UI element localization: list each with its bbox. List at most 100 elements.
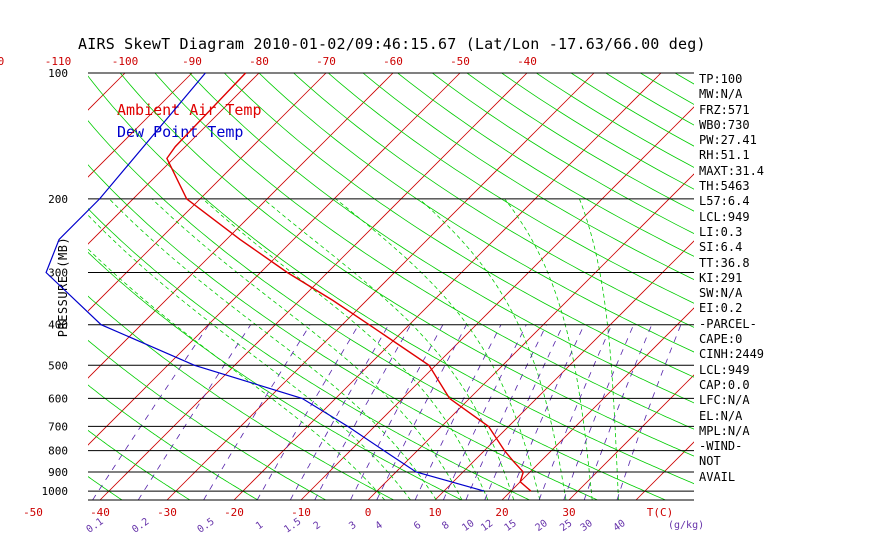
- mixing-ratio-line: [538, 324, 613, 500]
- dry-adiabat-line: [814, 73, 870, 500]
- legend-dew-point-temp: Dew Point Temp: [117, 123, 244, 141]
- pressure-tick-label: 400: [48, 319, 68, 332]
- top-temp-tick-label: -90: [182, 55, 202, 68]
- dry-adiabat-line: [745, 73, 870, 500]
- bottom-temp-tick-label: 20: [495, 506, 508, 519]
- stat-line: -PARCEL-: [699, 316, 757, 331]
- mixing-ratio-line: [465, 324, 547, 500]
- stat-line: LFC:N/A: [699, 393, 750, 408]
- isotherm-line: [88, 73, 394, 379]
- mixing-ratio-line: [314, 324, 412, 500]
- pressure-tick-label: 700: [48, 420, 68, 433]
- mixing-ratio-label: 3: [347, 520, 358, 532]
- mixing-ratio-label: 0.2: [130, 516, 151, 535]
- dry-adiabat-line: [605, 73, 694, 126]
- dry-adiabat-line: [466, 73, 694, 212]
- mixing-ratio-label: 0.1: [85, 516, 106, 535]
- pressure-tick-label: 300: [48, 267, 68, 280]
- dry-adiabat-line: [88, 295, 394, 500]
- stat-line: LCL:949: [699, 362, 750, 377]
- bottom-temp-tick-label: -30: [157, 506, 177, 519]
- mixing-ratio-label: 15: [503, 518, 519, 534]
- isotherm-line: [88, 73, 126, 111]
- dry-adiabat-line: [258, 73, 694, 353]
- stat-line: MAXT:31.4: [699, 163, 765, 178]
- mixing-ratio-label: 1.5: [282, 516, 303, 535]
- pressure-tick-label: 500: [48, 359, 68, 372]
- dew-point-temp-profile: [45, 72, 485, 492]
- top-temp-tick-label: -60: [383, 55, 403, 68]
- stat-line: CAP:0.0: [699, 377, 750, 392]
- dry-adiabat-line: [779, 73, 870, 500]
- dry-adiabat-line: [501, 73, 694, 190]
- dry-adiabat-line: [570, 73, 694, 147]
- moist-adiabat-line: [202, 198, 489, 500]
- mixing-ratio-label: 2: [312, 520, 323, 532]
- isotherm-line: [0, 73, 58, 500]
- mixing-ratio-line: [442, 324, 527, 500]
- mixing-ratio-label: 20: [534, 518, 550, 534]
- mixing-ratio-line: [376, 324, 467, 500]
- moist-adiabat-line: [504, 198, 593, 500]
- moist-adiabat-line: [419, 198, 567, 500]
- mixing-ratio-line: [289, 324, 390, 500]
- moist-adiabat-line: [263, 198, 515, 500]
- pressure-tick-label: 900: [48, 466, 68, 479]
- isotherm-line: [166, 73, 595, 500]
- mixing-ratio-line: [414, 324, 502, 500]
- stat-line: L57:6.4: [699, 194, 750, 209]
- isotherm-line: [703, 73, 870, 500]
- isotherm-line: [88, 73, 193, 178]
- dry-adiabat-line: [88, 429, 191, 500]
- stat-line: EL:N/A: [699, 408, 743, 423]
- dry-adiabat-line: [154, 73, 694, 430]
- moist-adiabat-line: [335, 198, 541, 500]
- moist-adiabat-line: [151, 198, 463, 500]
- top-temp-tick-label: -100: [112, 55, 139, 68]
- mixing-ratio-line: [256, 324, 360, 500]
- dry-adiabat-line: [88, 384, 259, 500]
- mixing-ratio-label: 40: [611, 518, 627, 534]
- ambient-air-temp-profile: [166, 72, 532, 492]
- top-temp-tick-label: -120: [0, 55, 4, 68]
- isotherm-line: [635, 441, 694, 500]
- dry-adiabat-line: [293, 73, 694, 328]
- moist-adiabat-line: [88, 248, 386, 500]
- dry-adiabat-line: [224, 73, 694, 378]
- pressure-tick-label: 600: [48, 392, 68, 405]
- bottom-temp-tick-label: -20: [224, 506, 244, 519]
- dry-adiabat-line: [88, 120, 666, 500]
- pressure-tick-label: 800: [48, 445, 68, 458]
- stat-line: SW:N/A: [699, 286, 743, 301]
- mixing-ratio-label: 25: [558, 518, 574, 534]
- moist-adiabat-line: [109, 198, 437, 500]
- plot-area: [0, 73, 870, 500]
- mixing-ratio-label: 30: [579, 518, 595, 534]
- stat-line: NOT: [699, 454, 721, 469]
- isotherm-line: [770, 73, 870, 500]
- mixing-ratio-line: [563, 324, 635, 500]
- mixing-ratio-label: 8: [440, 520, 451, 532]
- bottom-temp-tick-label: 10: [428, 506, 441, 519]
- pressure-tick-label: 100: [48, 67, 68, 80]
- mixing-ratio-label: 1: [254, 520, 265, 532]
- bottom-temp-tick-label: -40: [90, 506, 110, 519]
- stat-line: TT:36.8: [699, 255, 750, 270]
- isotherm-line: [233, 73, 662, 500]
- top-temp-tick-label: -70: [316, 55, 336, 68]
- mixing-ratio-label: 6: [412, 520, 423, 532]
- dry-adiabat-line: [397, 73, 694, 257]
- mixing-ratio-label: 10: [460, 518, 476, 534]
- chart-title: AIRS SkewT Diagram 2010-01-02/09:46:15.6…: [78, 35, 706, 53]
- stat-line: LCL:949: [699, 209, 750, 224]
- dry-adiabat-line: [432, 73, 694, 234]
- mixing-ratio-line: [203, 324, 311, 500]
- dry-adiabat-line: [674, 73, 694, 85]
- stats-panel: TP:100 MW:N/A FRZ:571 WB0:730 PW:27.41 R…: [699, 72, 764, 485]
- bottom-temp-tick-label: 30: [562, 506, 575, 519]
- dry-adiabat-line: [88, 75, 694, 485]
- isotherm-line: [88, 73, 461, 446]
- dry-adiabat-line: [362, 73, 694, 281]
- stat-line: WB0:730: [699, 117, 750, 132]
